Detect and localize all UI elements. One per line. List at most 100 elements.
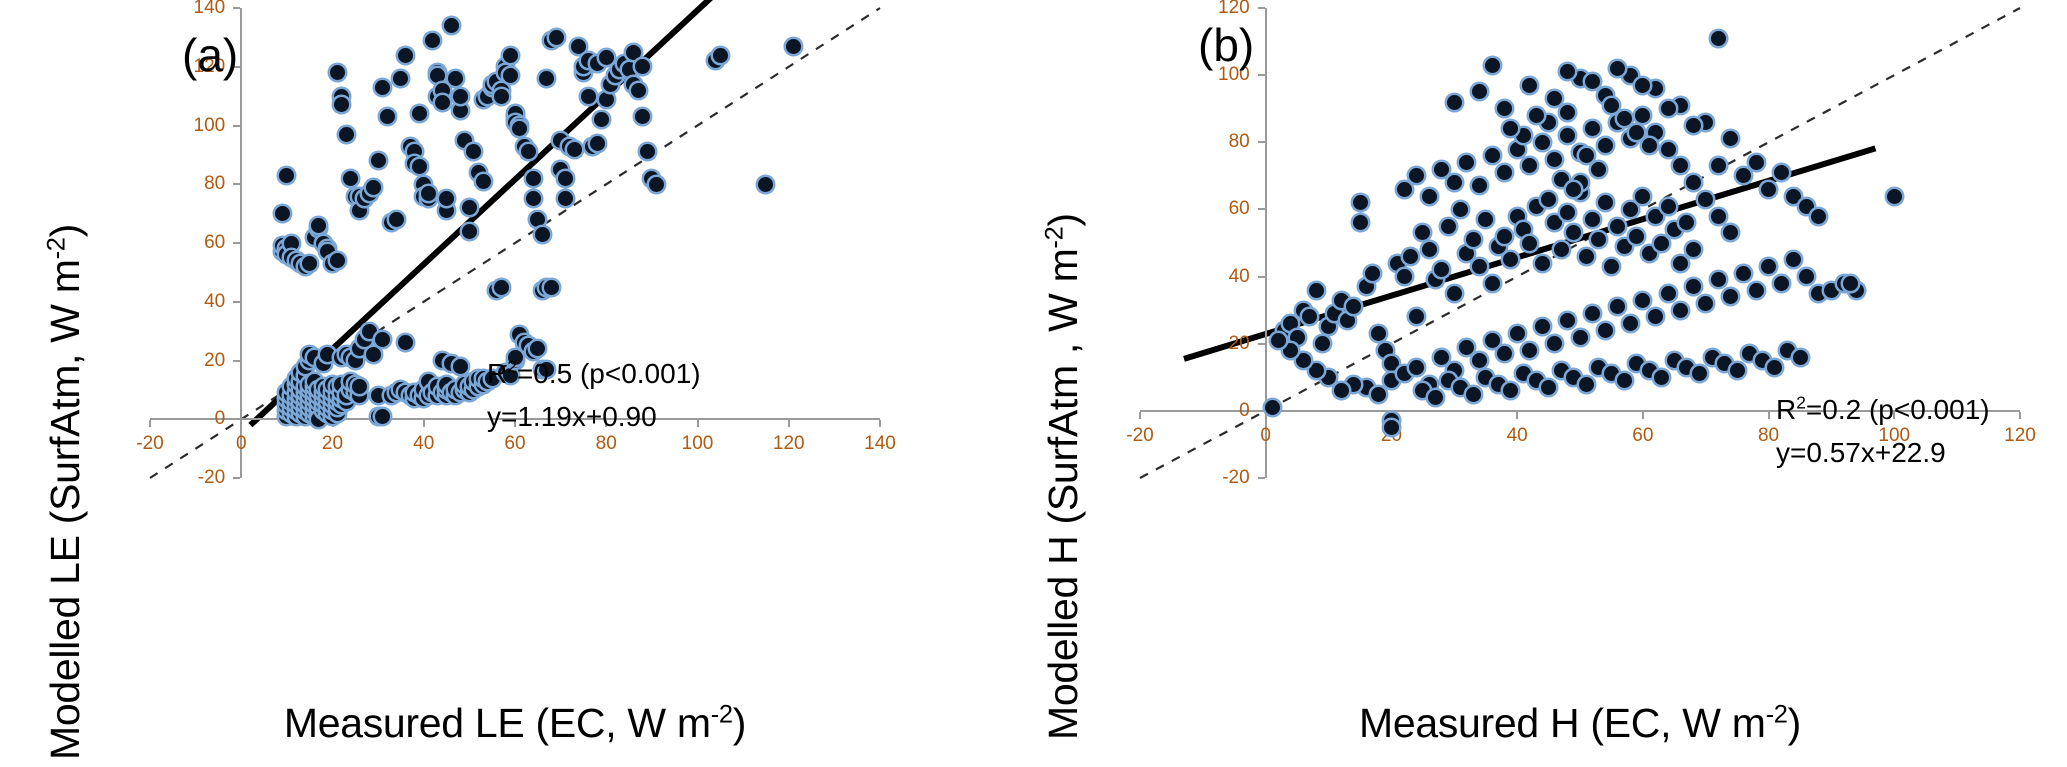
- data-point: [1534, 134, 1550, 150]
- data-point: [1434, 349, 1450, 365]
- data-point: [1647, 81, 1663, 97]
- data-point: [370, 153, 386, 169]
- x-tick-label-b: 100: [1878, 424, 1911, 446]
- x-tick-label-a: -20: [136, 433, 164, 455]
- y-tick-a: [233, 7, 241, 9]
- y-axis-label-a-pre: Modelled LE (SurfAtm, W m: [42, 259, 88, 760]
- data-point: [1559, 104, 1575, 120]
- data-point: [1698, 114, 1714, 130]
- data-point: [329, 253, 345, 269]
- data-point: [407, 144, 423, 160]
- y-tick-label-b: 0: [1239, 399, 1250, 421]
- data-point: [1597, 322, 1613, 338]
- data-point: [626, 44, 642, 60]
- data-point: [320, 347, 336, 363]
- data-point: [1390, 255, 1406, 271]
- annotation-b-sup: 2: [1796, 392, 1806, 413]
- data-point: [1465, 386, 1481, 402]
- data-point: [1478, 212, 1494, 227]
- x-tick-a: [422, 420, 425, 428]
- data-point: [598, 91, 614, 107]
- data-point: [1453, 379, 1469, 395]
- data-point: [1409, 168, 1425, 184]
- data-point: [1685, 242, 1701, 258]
- data-point: [502, 68, 518, 84]
- data-point: [1748, 154, 1764, 170]
- data-point: [1603, 259, 1619, 274]
- y-axis-label-a: Modelled LE (SurfAtm, W m-2): [42, 224, 89, 760]
- annotation-a: R2=0.5 (p<0.001) y=1.19x+0.90: [487, 352, 701, 439]
- data-point: [366, 179, 382, 195]
- data-point: [1352, 195, 1368, 211]
- data-point: [557, 170, 573, 186]
- data-point: [274, 206, 290, 222]
- data-point: [1541, 379, 1557, 395]
- data-point: [1654, 235, 1670, 251]
- data-point: [630, 82, 646, 98]
- y-tick-label-b: 60: [1228, 198, 1250, 220]
- data-point: [1490, 376, 1506, 392]
- data-point: [1553, 171, 1569, 187]
- x-tick-b: [1139, 411, 1141, 419]
- data-point: [1761, 259, 1777, 274]
- data-point: [1295, 353, 1311, 368]
- data-point: [1503, 121, 1519, 137]
- data-point: [1371, 326, 1387, 342]
- data-point: [1434, 161, 1450, 177]
- data-point: [502, 47, 518, 63]
- data-point: [1528, 107, 1544, 123]
- data-point: [1497, 165, 1513, 180]
- data-point: [1528, 198, 1544, 214]
- data-point: [1717, 356, 1733, 372]
- panel-a: Modelled LE (SurfAtm, W m-2) -20 0 20 40 60 8…: [0, 0, 1020, 767]
- data-point: [1742, 346, 1758, 362]
- data-point: [1603, 97, 1619, 113]
- panel-tag-b: (b): [1198, 19, 1255, 71]
- data-point: [1767, 359, 1783, 375]
- data-point: [1798, 269, 1814, 285]
- data-point: [425, 32, 441, 48]
- data-point: [530, 212, 546, 227]
- x-tick-label-a: 80: [595, 433, 617, 455]
- data-point: [1446, 175, 1462, 191]
- data-point: [512, 120, 528, 136]
- data-point: [1585, 306, 1601, 321]
- data-point: [352, 203, 368, 219]
- data-point: [539, 361, 555, 377]
- data-point: [594, 112, 610, 128]
- x-tick-a: [149, 420, 151, 428]
- data-point: [1352, 215, 1368, 231]
- data-point: [1471, 353, 1487, 368]
- data-point: [1616, 111, 1632, 127]
- data-point: [1616, 373, 1632, 389]
- data-point: [1314, 336, 1330, 352]
- data-point: [279, 167, 295, 183]
- data-point: [398, 47, 413, 63]
- data-point: [1377, 342, 1393, 358]
- y-tick-label-a: 140: [193, 0, 226, 18]
- data-point: [1459, 339, 1475, 355]
- data-point: [1440, 218, 1456, 234]
- data-point: [1471, 259, 1487, 274]
- data-point: [1566, 225, 1582, 241]
- data-point: [1635, 77, 1651, 93]
- data-point: [1471, 178, 1487, 194]
- data-point: [388, 212, 404, 227]
- x-tick-label-a: 20: [321, 433, 344, 455]
- y-tick-label-b: -20: [1222, 467, 1250, 488]
- data-point: [1534, 319, 1550, 335]
- x-tick-label-b: 120: [2004, 424, 2036, 446]
- data-point: [1289, 329, 1305, 345]
- data-point: [1484, 57, 1500, 73]
- data-point: [1346, 376, 1362, 392]
- data-point: [566, 141, 582, 157]
- data-point: [1622, 316, 1638, 332]
- data-point: [1459, 245, 1475, 261]
- x-tick-a: [696, 420, 699, 428]
- x-axis-label-b-pre: Measured H (EC, W m: [1358, 700, 1766, 746]
- data-point: [621, 62, 637, 78]
- x-axis-label-a-pre: Measured LE (EC, W m: [283, 700, 711, 746]
- x-axis-label-b: Measured H (EC, W m-2): [1140, 700, 2020, 747]
- data-point: [521, 144, 537, 160]
